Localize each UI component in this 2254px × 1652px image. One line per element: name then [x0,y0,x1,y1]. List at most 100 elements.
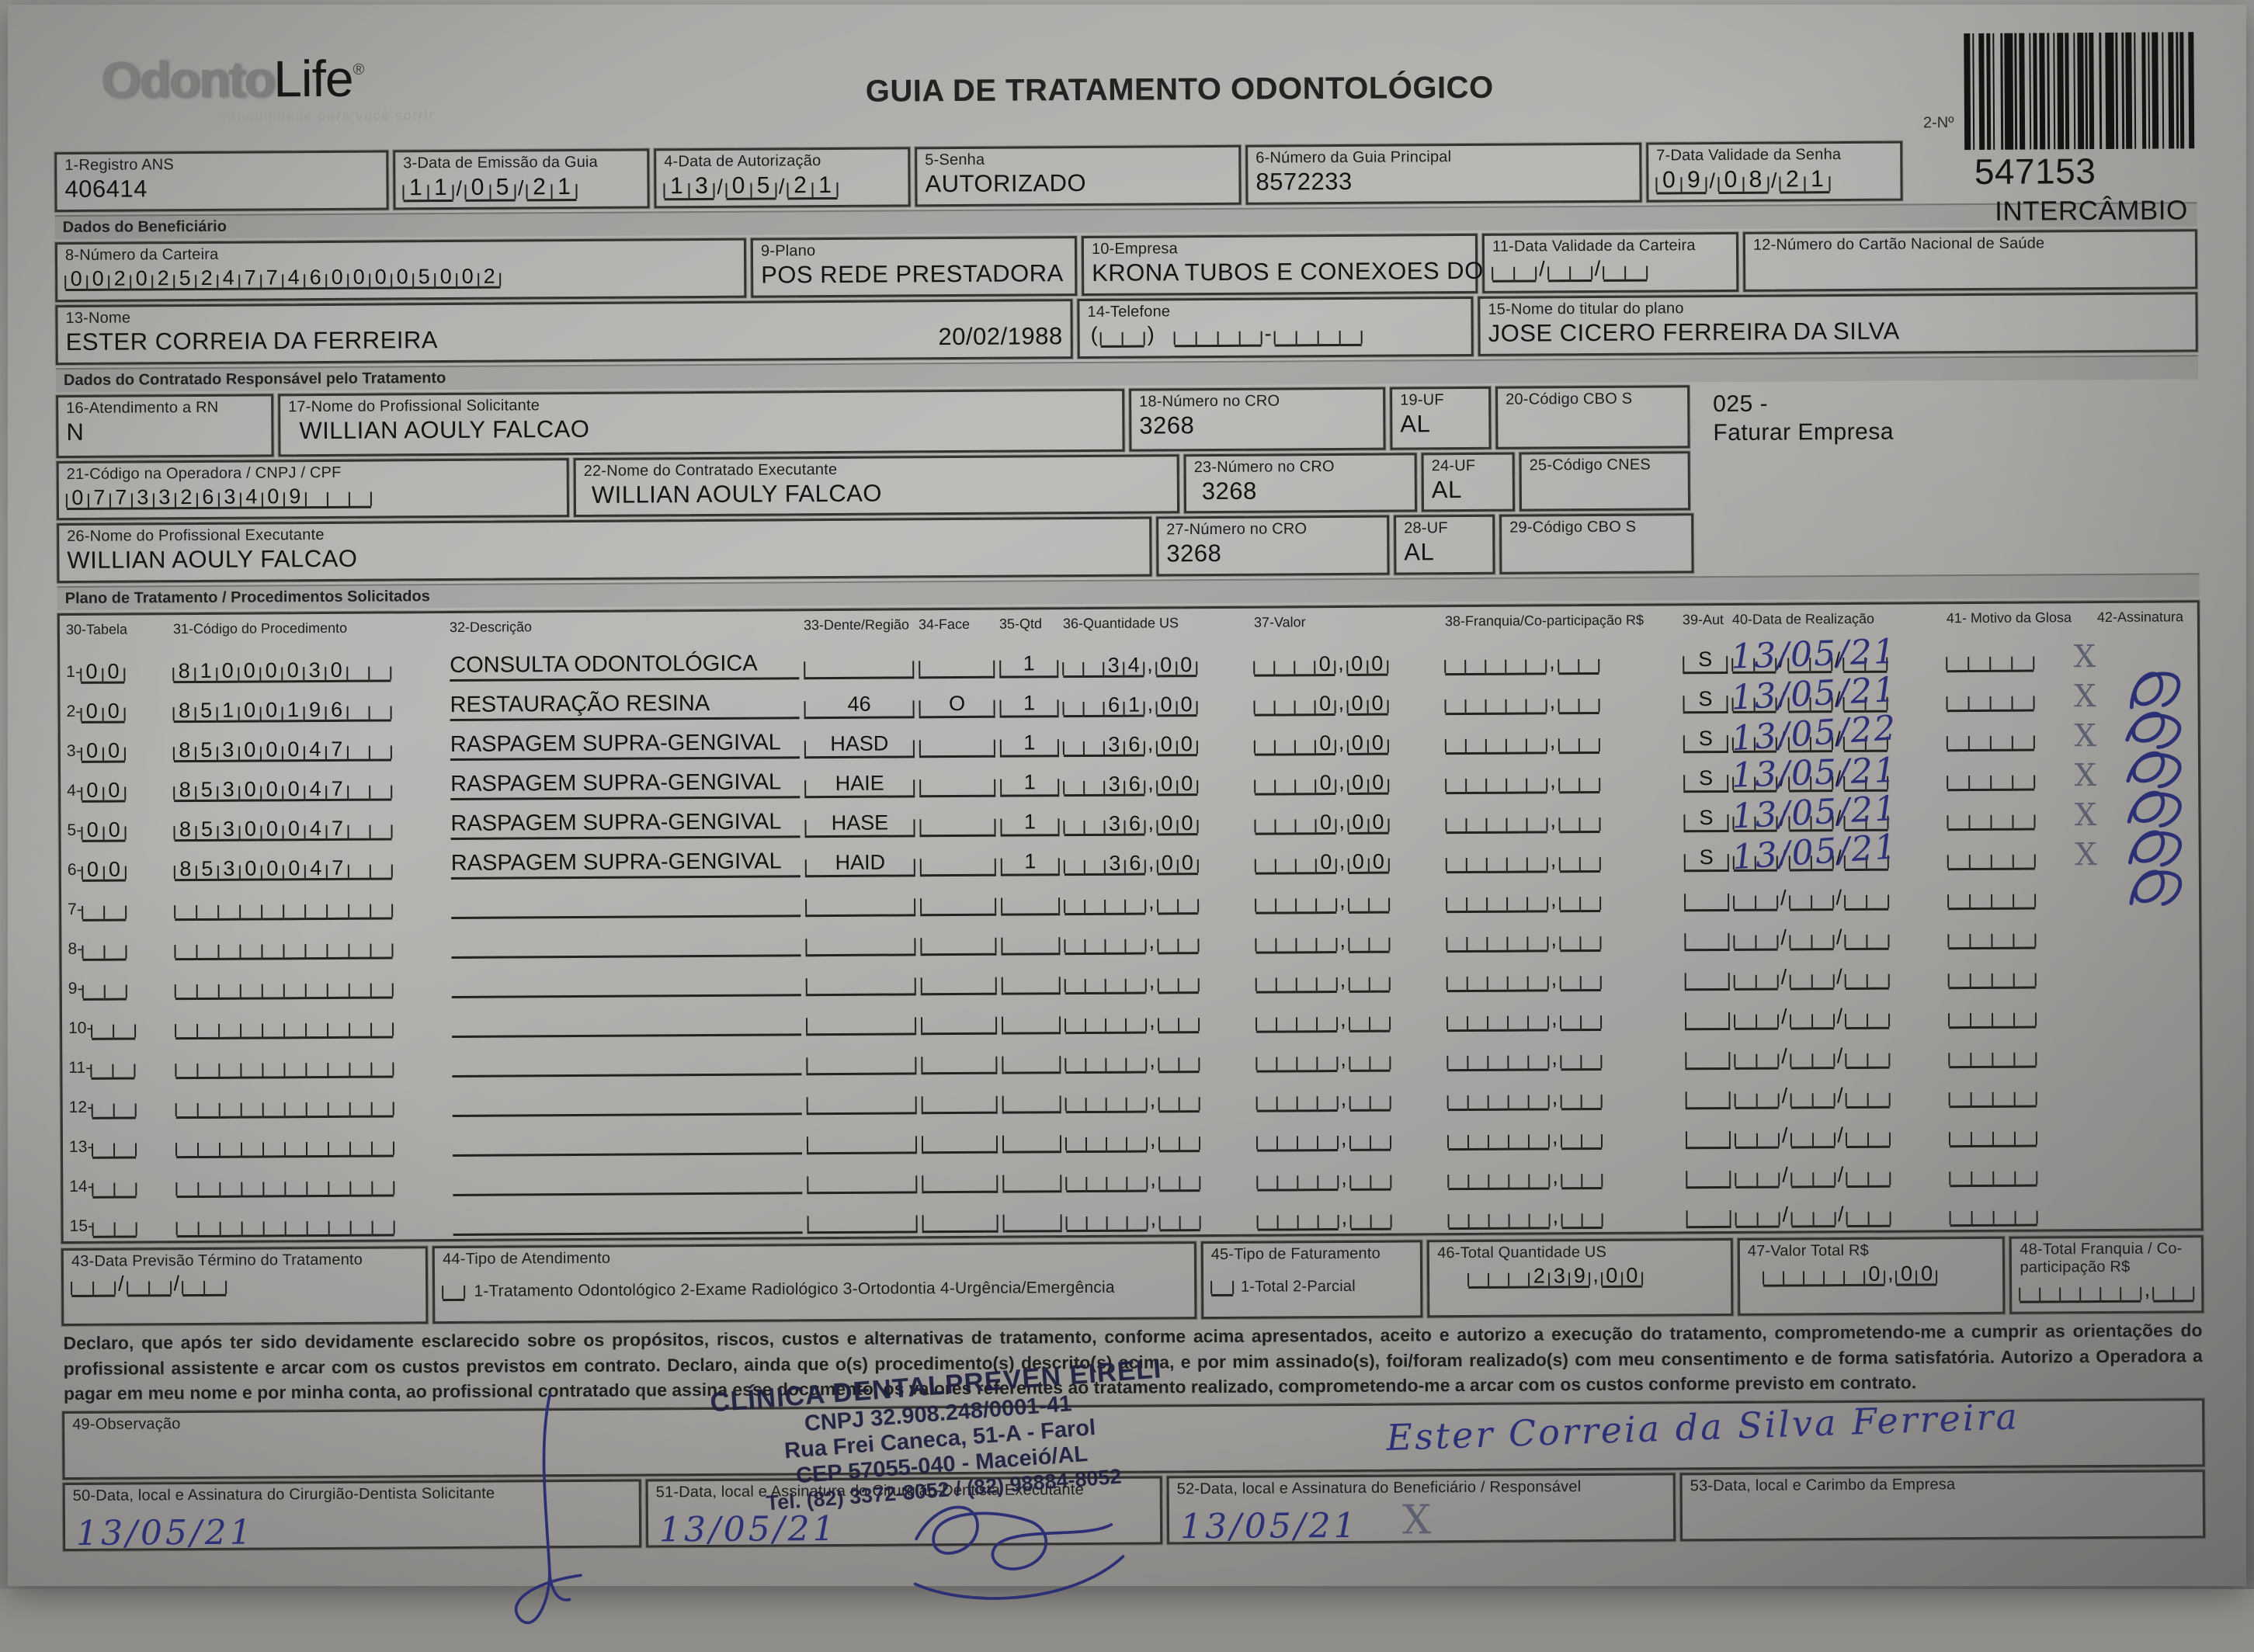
row-number: 10- [68,1017,92,1040]
row-number: 8- [68,938,82,961]
col-tabela: 7- [68,894,170,921]
col-aut [1686,1079,1731,1109]
field-telefone: 14-Telefone ()- [1077,297,1473,359]
dente-value [804,648,914,679]
field-contratado-executante: 22-Nome do Contratado Executante WILLIAN… [574,454,1179,518]
col-franquia: , [1448,1123,1681,1150]
col-valor: , [1257,1164,1443,1191]
procedure-description [451,885,801,919]
field-label: 24-UF [1432,456,1505,475]
col-franquia: , [1447,1043,1680,1071]
col-tabela: 12- [69,1092,172,1119]
col-motivo-glosa [1949,962,2095,989]
col-aut: S [1683,683,1728,713]
col-motivo-glosa [1948,922,2094,949]
col-data-realizacao: //13/05/21 [1733,804,1943,832]
col-dente-regiao [806,965,916,996]
col-descricao [453,1083,802,1117]
field-label: 21-Código na Operadora / CNPJ / CPF [67,463,559,484]
signature-executante [905,1487,1138,1616]
field-label: 5-Senha [925,150,1231,169]
col-qtd: 1 [1000,766,1059,796]
col-quantidade-us: , [1066,1165,1252,1192]
col-descricao [451,925,801,959]
aut-value [1686,1198,1731,1228]
field-label: 28-UF [1404,519,1485,538]
row-number: 12- [69,1096,93,1119]
col-motivo-glosa: X [1947,685,2093,712]
field-label: 27-Número no CRO [1166,520,1379,540]
col-aut: S [1684,842,1729,872]
field-value: WILLIAN AOULY FALCAO [584,479,882,508]
dente-value: HAID [805,846,915,877]
col-codigo [177,1210,449,1237]
procedure-description [452,1043,801,1078]
qtd-value [1002,1123,1061,1153]
col-qtd: 1 [1001,845,1060,876]
face-value [922,1084,998,1115]
procedure-description: RASPAGEM SUPRA-GENGIVAL [450,766,800,800]
qtd-value [1002,1162,1061,1192]
procedure-description: RASPAGEM SUPRA-GENGIVAL [450,806,800,840]
dente-value [807,1203,917,1234]
field-uf-28: 28-UF AL [1394,515,1495,575]
field-value: AL [1432,476,1462,503]
col-dente-regiao [806,1044,916,1075]
procedure-description [451,925,801,959]
col-tabela: 11- [68,1053,171,1080]
logo-life: Life [273,50,353,108]
col-codigo [176,1091,448,1119]
procedure-description: RESTAURAÇÃO RESINA [450,687,799,721]
column-header: 35-Qtd [999,616,1058,632]
field-value: 3268 [1166,540,1221,567]
row-number: 13- [69,1136,93,1159]
col-aut: S [1683,723,1728,753]
procedure-description [452,964,801,998]
col-face [921,1044,997,1075]
procedure-description [453,1123,802,1157]
col-aut [1684,921,1729,951]
col-dente-regiao: HAIE [804,767,915,798]
aut-value: S [1683,802,1728,832]
field-label: 23-Número no CRO [1194,457,1407,477]
col-franquia: , [1448,1202,1681,1230]
col-aut [1685,960,1730,991]
col-dente-regiao [805,886,915,917]
dente-value [806,1005,916,1036]
col-tabela: 15- [70,1211,172,1238]
col-data-realizacao: // [1735,1002,1944,1030]
field-prof-solicitante: 17-Nome do Profissional Solicitante WILL… [278,388,1124,456]
col-dente-regiao [804,648,914,679]
scanned-form-page: OdontoLife® tranquilidade para você sorr… [8,5,2246,1586]
col-face: O [919,688,995,719]
field-label: 18-Número no CRO [1139,391,1375,411]
column-header: 33-Dente/Região [804,616,914,633]
col-assinatura [2101,1225,2179,1226]
aut-value [1685,1000,1730,1030]
qtd-value: 1 [1000,766,1059,796]
checkbox-comb [443,1275,464,1301]
field-value: AL [1404,539,1434,566]
col-dente-regiao: 46 [804,688,914,719]
field-nome-beneficiario: 13-Nome ESTER CORREIA DA FERREIRA 20/02/… [55,299,1072,365]
procedure-description: RASPAGEM SUPRA-GENGIVAL [451,845,801,880]
col-tabela: 9- [68,974,171,1001]
qtd-value [1002,1202,1061,1232]
field-atendimento-rn: 16-Atendimento a RN N [56,394,273,458]
qtd-value: 1 [999,687,1058,717]
col-data-realizacao: //13/05/22 [1733,725,1943,753]
field-value: N [66,418,84,445]
date-comb: // [1492,255,1647,282]
col-descricao [453,1162,802,1196]
col-dente-regiao [807,1163,917,1194]
col-face [920,886,996,917]
col-tabela: 10- [68,1013,171,1040]
col-motivo-glosa: X [1947,645,2093,672]
col-face [922,1084,998,1115]
row-number: 6- [68,859,82,882]
